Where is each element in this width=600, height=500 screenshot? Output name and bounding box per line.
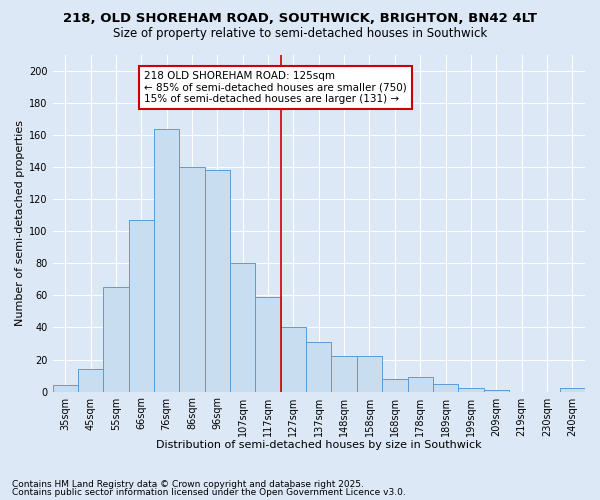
Bar — [433, 384, 458, 392]
Text: 218 OLD SHOREHAM ROAD: 125sqm
← 85% of semi-detached houses are smaller (750)
15: 218 OLD SHOREHAM ROAD: 125sqm ← 85% of s… — [144, 71, 407, 104]
Bar — [382, 379, 407, 392]
Bar — [281, 328, 306, 392]
Bar — [484, 390, 509, 392]
Bar — [154, 128, 179, 392]
Text: Contains public sector information licensed under the Open Government Licence v3: Contains public sector information licen… — [12, 488, 406, 497]
Bar — [256, 297, 281, 392]
Y-axis label: Number of semi-detached properties: Number of semi-detached properties — [15, 120, 25, 326]
Bar — [103, 288, 128, 392]
Bar — [179, 167, 205, 392]
Bar — [128, 220, 154, 392]
Bar — [53, 385, 78, 392]
Bar — [560, 388, 585, 392]
Bar — [205, 170, 230, 392]
Bar — [230, 264, 256, 392]
Bar — [306, 342, 331, 392]
Bar — [458, 388, 484, 392]
Text: 218, OLD SHOREHAM ROAD, SOUTHWICK, BRIGHTON, BN42 4LT: 218, OLD SHOREHAM ROAD, SOUTHWICK, BRIGH… — [63, 12, 537, 26]
Bar — [357, 356, 382, 392]
Text: Contains HM Land Registry data © Crown copyright and database right 2025.: Contains HM Land Registry data © Crown c… — [12, 480, 364, 489]
X-axis label: Distribution of semi-detached houses by size in Southwick: Distribution of semi-detached houses by … — [156, 440, 482, 450]
Bar — [331, 356, 357, 392]
Text: Size of property relative to semi-detached houses in Southwick: Size of property relative to semi-detach… — [113, 28, 487, 40]
Bar — [407, 377, 433, 392]
Bar — [78, 369, 103, 392]
